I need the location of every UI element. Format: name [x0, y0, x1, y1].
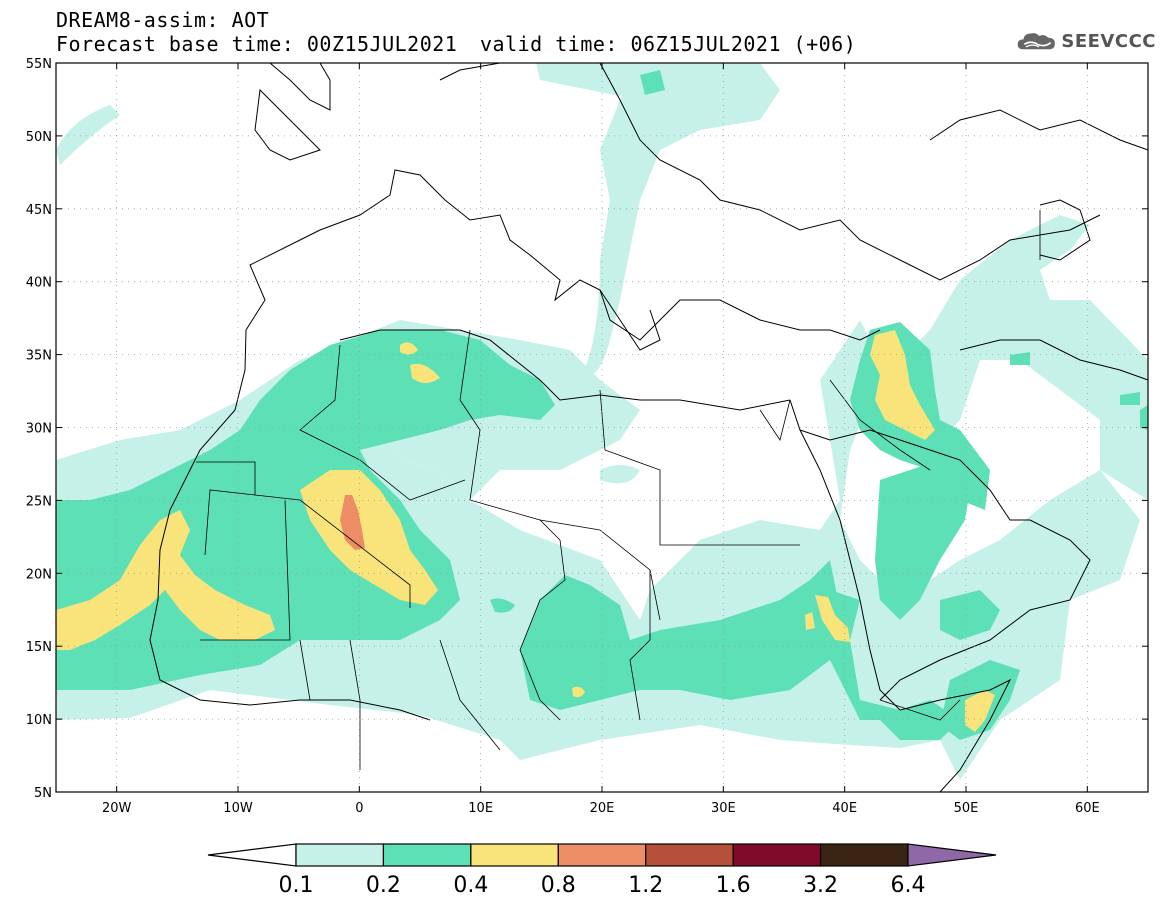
- colorbar-segment: [470, 843, 559, 867]
- coastlines: [149, 63, 1148, 792]
- axis-labels: 55N 50N 45N 40N 35N 30N 25N 20N 15N 10N 5N 20W 10W 0 1…: [26, 57, 1100, 816]
- forecast-base-time: Forecast base time: 00Z15JUL2021: [56, 32, 458, 56]
- colorbar-label: 0.8: [541, 873, 576, 898]
- lat-tick-label: 55N: [26, 57, 52, 72]
- logo-text: SEEVCCC: [1061, 30, 1156, 52]
- colorbar-segment: [645, 843, 734, 867]
- lat-tick-label: 10N: [26, 713, 52, 728]
- colorbar-label: 0.1: [279, 873, 314, 898]
- lat-tick-label: 20N: [26, 567, 52, 582]
- colorbar-segment: [732, 843, 822, 867]
- colorbar-label: 1.2: [628, 873, 663, 898]
- lat-tick-label: 35N: [26, 349, 52, 364]
- colorbar-label: 0.2: [366, 873, 401, 898]
- lon-tick-label: 20W: [102, 801, 132, 816]
- lon-tick-label: 50E: [954, 801, 979, 816]
- valid-time: valid time: 06Z15JUL2021 (+06): [480, 32, 857, 56]
- seevccc-logo: SEEVCCC: [1016, 26, 1156, 56]
- colorbar-segment: [382, 843, 472, 867]
- lat-tick-label: 40N: [26, 276, 52, 291]
- colorbar-label: 1.6: [716, 873, 751, 898]
- lat-tick-label: 50N: [26, 130, 52, 145]
- colorbar-label: 3.2: [803, 873, 838, 898]
- colorbar-label: 0.4: [453, 873, 488, 898]
- aot-level-0.4: [56, 330, 995, 732]
- colorbar-label: 6.4: [891, 873, 926, 898]
- colorbar-low-triangle: [207, 843, 297, 867]
- aot-fields: [56, 63, 1148, 780]
- lat-tick-label: 5N: [34, 786, 52, 801]
- cloud-icon: [1017, 33, 1055, 50]
- map-gridlines: [56, 63, 1148, 792]
- lon-tick-label: 60E: [1075, 801, 1100, 816]
- lon-tick-label: 10E: [468, 801, 493, 816]
- lat-tick-label: 25N: [26, 494, 52, 509]
- lon-tick-label: 40E: [832, 801, 857, 816]
- colorbar-segment: [819, 843, 909, 867]
- colorbar-segment: [295, 843, 385, 867]
- country-borders: [196, 210, 1041, 770]
- axis-ticks: [56, 62, 1148, 793]
- lat-tick-label: 30N: [26, 422, 52, 437]
- lon-tick-label: 20E: [590, 801, 615, 816]
- lon-tick-label: 30E: [711, 801, 736, 816]
- lat-tick-label: 45N: [26, 203, 52, 218]
- aot-level-0.8: [340, 495, 365, 550]
- colorbar-segment: [557, 843, 647, 867]
- lat-tick-label: 15N: [26, 640, 52, 655]
- map-title: DREAM8-assim: AOT: [56, 8, 270, 32]
- colorbar-high-triangle: [907, 843, 997, 867]
- colorbar: 0.1 0.2 0.4 0.8 1.2 1.6 3.2 6.4: [207, 843, 997, 898]
- lon-tick-label: 10W: [223, 801, 253, 816]
- lon-tick-label: 0: [355, 801, 363, 816]
